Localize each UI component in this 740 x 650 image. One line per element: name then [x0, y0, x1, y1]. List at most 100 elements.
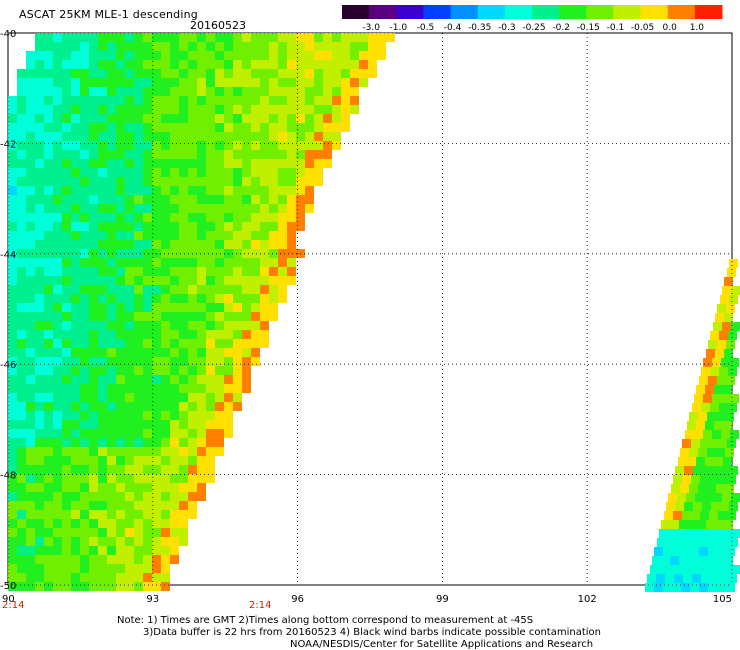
swath-cell [224, 105, 233, 114]
swath-cell [143, 456, 152, 465]
swath-cell [116, 429, 125, 438]
swath-cell [197, 375, 206, 384]
swath-cell [712, 394, 721, 403]
swath-cell [26, 150, 35, 159]
swath-cell [116, 528, 125, 537]
swath-cell [691, 511, 700, 520]
swath-cell [224, 411, 233, 420]
swath-cell [269, 168, 278, 177]
swath-cell [26, 87, 35, 96]
swath-cell [71, 519, 80, 528]
swath-cell [44, 411, 53, 420]
swath-cell [80, 339, 89, 348]
colorbar-tick-label: -0.05 [631, 23, 654, 31]
swath-cell [107, 240, 116, 249]
swath-cell [242, 366, 251, 375]
swath-cell [35, 510, 44, 519]
swath-cell [152, 483, 161, 492]
swath-cell [368, 60, 377, 69]
swath-cell [8, 141, 17, 150]
swath-cell [269, 87, 278, 96]
swath-cell [260, 132, 269, 141]
colorbar-tick-label: 1.0 [690, 23, 705, 31]
swath-cell [35, 393, 44, 402]
swath-cell [143, 474, 152, 483]
swath-cell [107, 303, 116, 312]
swath-cell [278, 42, 287, 51]
swath-cell [44, 438, 53, 447]
swath-cell [62, 33, 71, 42]
swath-cell [700, 475, 709, 484]
swath-cell [233, 42, 242, 51]
swath-cell [80, 465, 89, 474]
swath-cell [143, 213, 152, 222]
swath-cell [170, 528, 179, 537]
swath-cell [26, 483, 35, 492]
swath-cell [26, 267, 35, 276]
swath-cell [17, 483, 26, 492]
swath-cell [125, 384, 134, 393]
swath-cell [677, 529, 686, 538]
swath-cell [143, 348, 152, 357]
swath-cell [720, 295, 729, 304]
swath-cell [125, 366, 134, 375]
swath-cell [260, 231, 269, 240]
swath-cell [152, 177, 161, 186]
swath-cell [71, 249, 80, 258]
swath-cell [731, 493, 740, 502]
swath-cell [197, 384, 206, 393]
swath-cell [62, 474, 71, 483]
swath-cell [368, 33, 377, 42]
swath-cell [359, 69, 368, 78]
swath-cell [80, 492, 89, 501]
swath-cell [161, 573, 170, 582]
swath-cell [71, 33, 80, 42]
swath-cell [116, 168, 125, 177]
swath-cell [305, 51, 314, 60]
swath-cell [179, 510, 188, 519]
swath-cell [116, 213, 125, 222]
swath-cell [233, 87, 242, 96]
swath-cell [35, 213, 44, 222]
swath-cell [98, 393, 107, 402]
swath-cell [152, 564, 161, 573]
swath-cell [44, 213, 53, 222]
swath-cell [71, 546, 80, 555]
swath-cell [143, 339, 152, 348]
swath-cell [713, 493, 722, 502]
swath-cell [260, 240, 269, 249]
swath-cell [323, 141, 332, 150]
swath-cell [687, 457, 696, 466]
swath-cell [707, 484, 716, 493]
swath-cell [260, 114, 269, 123]
swath-cell [107, 537, 116, 546]
swath-cell [260, 141, 269, 150]
swath-cell [206, 420, 215, 429]
swath-cell [197, 249, 206, 258]
swath-cell [287, 276, 296, 285]
swath-cell [116, 384, 125, 393]
colorbar-swatch [640, 5, 669, 19]
swath-cell [314, 114, 323, 123]
swath-cell [35, 357, 44, 366]
swath-cell [323, 33, 332, 42]
swath-cell [17, 528, 26, 537]
swath-cell [89, 249, 98, 258]
swath-cell [98, 501, 107, 510]
swath-cell [89, 420, 98, 429]
colorbar-swatch [477, 5, 506, 19]
swath-cell [305, 159, 314, 168]
swath-cell [242, 330, 251, 339]
swath-cell [98, 537, 107, 546]
swath-cell [152, 276, 161, 285]
swath-cell [98, 33, 107, 42]
swath-cell [17, 78, 26, 87]
swath-cell [26, 249, 35, 258]
swath-cell [179, 105, 188, 114]
swath-cell [152, 222, 161, 231]
swath-cell [17, 564, 26, 573]
swath-cell [17, 384, 26, 393]
swath-cell [89, 204, 98, 213]
swath-cell [134, 429, 143, 438]
swath-cell [98, 213, 107, 222]
